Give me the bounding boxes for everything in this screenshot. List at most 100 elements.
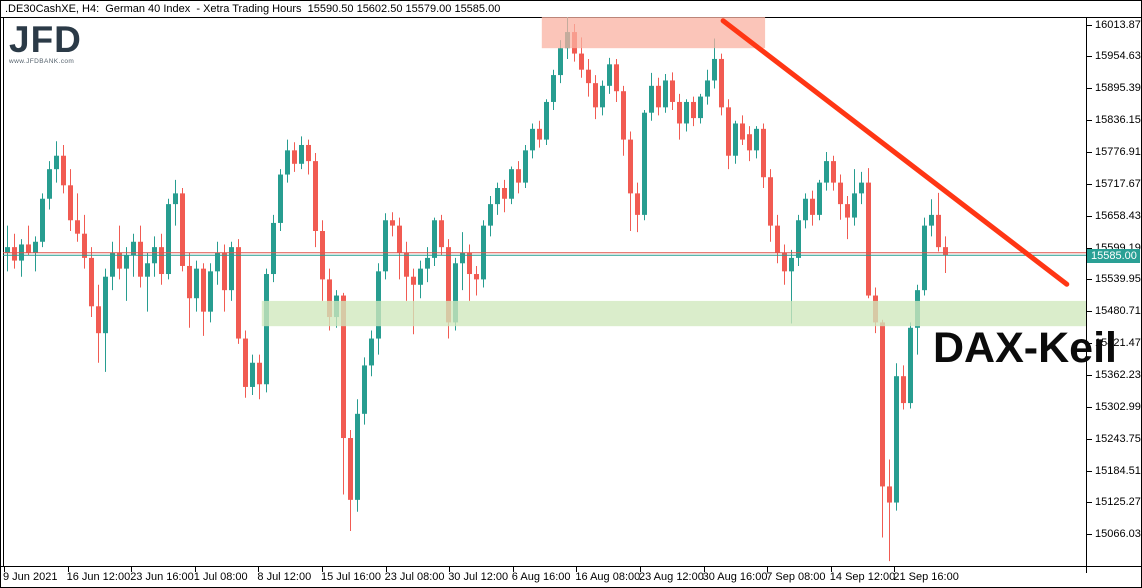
candle-body — [817, 182, 822, 215]
candle-body — [796, 220, 801, 258]
candle-body — [201, 268, 206, 312]
candle-body — [257, 362, 262, 385]
x-tick-label: 30 Aug 16:00 — [702, 571, 768, 583]
candle-body — [278, 174, 283, 223]
candle-body — [516, 169, 521, 183]
candle-body — [586, 69, 591, 84]
candle-body — [488, 204, 493, 226]
y-tick-label: 15302.99 — [1095, 400, 1141, 413]
y-tick-mark — [1086, 311, 1092, 313]
candle-body — [96, 306, 101, 334]
y-tick-mark — [1086, 534, 1092, 536]
candle-body — [614, 64, 619, 92]
x-tick-label: 21 Sep 16:00 — [893, 571, 959, 583]
candle-body — [810, 198, 815, 215]
y-axis-line — [1086, 17, 1087, 573]
y-tick-label: 15836.15 — [1095, 114, 1141, 127]
x-tick-mark — [258, 567, 260, 572]
candle-body — [250, 362, 255, 387]
candle-body — [47, 169, 52, 199]
candle-body — [453, 263, 458, 323]
x-tick-label: 23 Aug 12:00 — [639, 571, 704, 583]
y-tick-mark — [1086, 56, 1092, 58]
candle-body — [117, 252, 122, 269]
x-tick-mark — [4, 567, 5, 572]
candle-body — [747, 134, 752, 151]
x-tick-label: 23 Jul 08:00 — [384, 571, 445, 583]
candle-body — [530, 128, 535, 151]
candle-body — [768, 177, 773, 226]
y-tick-label: 15539.95 — [1095, 273, 1141, 286]
candle-body — [684, 101, 689, 124]
y-tick-mark — [1086, 470, 1092, 472]
candle-body — [656, 85, 661, 108]
y-tick-label: 15954.63 — [1095, 50, 1141, 63]
y-tick-label: 15125.27 — [1095, 496, 1141, 509]
x-tick-label: 23 Jun 16:00 — [130, 571, 194, 583]
candle-body — [831, 161, 836, 183]
x-tick-label: 15 Jul 16:00 — [321, 571, 381, 583]
candle-body — [341, 295, 346, 439]
y-tick-mark — [1086, 374, 1092, 376]
candle-body — [509, 169, 514, 199]
y-tick-label: 15717.67 — [1095, 177, 1141, 190]
candle-body — [362, 365, 367, 414]
x-tick-mark — [322, 567, 323, 572]
candle-body — [12, 247, 17, 261]
dax-keil-annotation: DAX-Keil — [933, 324, 1117, 372]
candle-body — [887, 486, 892, 503]
support-zone — [261, 300, 1086, 327]
candle-body — [845, 204, 850, 218]
candle-body — [26, 244, 31, 253]
candle-body — [628, 139, 633, 194]
x-tick-label: 14 Sep 12:00 — [829, 571, 896, 583]
candle-body — [75, 220, 80, 234]
y-tick-mark — [1086, 247, 1092, 249]
chart-title: .DE30CashXE, H4: German 40 Index - Xetra… — [5, 3, 501, 15]
candle-body — [943, 247, 948, 256]
descending-trendline — [720, 18, 1070, 287]
candle-body — [61, 155, 66, 186]
candle-body — [292, 150, 297, 164]
candle-body — [40, 198, 45, 242]
candle-body — [558, 48, 563, 76]
y-tick-label: 15421.47 — [1095, 337, 1141, 350]
candle-body — [880, 322, 885, 487]
plot-left-border — [3, 17, 4, 566]
resistance-zone — [541, 17, 766, 49]
candle-body — [803, 198, 808, 221]
candle-body — [418, 268, 423, 285]
y-tick-mark — [1086, 88, 1092, 90]
jfd-logo-url: www.JFDBANK.com — [9, 58, 75, 65]
candle-body — [474, 274, 479, 280]
candle-body — [551, 75, 556, 102]
x-tick-mark — [576, 567, 578, 572]
y-tick-mark — [1086, 502, 1092, 504]
candle-body — [936, 214, 941, 248]
candle-body — [439, 220, 444, 248]
candlestick-plot[interactable] — [3, 17, 1086, 566]
candle-body — [187, 265, 192, 299]
candle-body — [194, 268, 199, 299]
x-tick-mark — [512, 567, 514, 572]
candle-body — [166, 204, 171, 275]
candle-body — [719, 58, 724, 108]
x-tick-label: 1 Jul 08:00 — [193, 571, 248, 583]
candle-body — [54, 155, 59, 170]
candle-body — [726, 107, 731, 156]
candle-body — [649, 85, 654, 113]
candle-body — [621, 91, 626, 140]
y-tick-label: 15776.91 — [1095, 146, 1141, 158]
candle-body — [740, 123, 745, 140]
candle-body — [922, 225, 927, 291]
candle-body — [775, 225, 780, 253]
candle-body — [859, 182, 864, 194]
candle-body — [159, 247, 164, 275]
candle-body — [901, 376, 906, 404]
x-tick-mark — [767, 567, 769, 572]
x-tick-mark — [894, 567, 896, 572]
candle-body — [894, 376, 899, 503]
candle-body — [460, 252, 465, 264]
x-axis-line — [1, 566, 1141, 567]
